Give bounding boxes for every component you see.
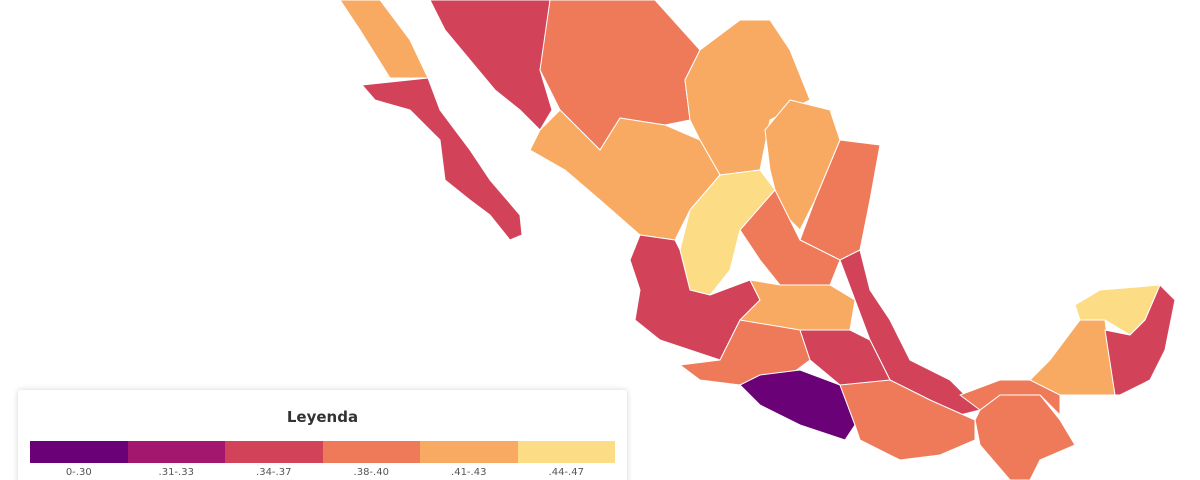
state (839, 379, 976, 461)
legend-swatch (420, 441, 518, 463)
legend-labels: 0-.30 .31-.33 .34-.37 .38-.40 .41-.43 .44-.47 (30, 467, 615, 478)
legend-label: .44-.47 (548, 467, 584, 478)
legend-label: .34-.37 (256, 467, 292, 478)
state (361, 77, 523, 241)
legend-swatch (225, 441, 323, 463)
legend-bar (30, 441, 615, 463)
legend-swatch (30, 441, 128, 463)
state (1104, 284, 1176, 396)
state (339, 0, 429, 79)
legend: Leyenda 0-.30 .31-.33 .34-.37 .38-.40 .41-.4… (18, 390, 627, 480)
legend-swatch (517, 441, 615, 463)
state (764, 99, 841, 231)
states (339, 0, 1176, 480)
legend-label: 0-.30 (65, 467, 92, 478)
state (1029, 319, 1116, 396)
legend-swatch (127, 441, 225, 463)
state (684, 19, 811, 176)
legend-swatch (322, 441, 420, 463)
legend-label: .31-.33 (158, 467, 194, 478)
legend-label: .38-.40 (353, 467, 389, 478)
state (429, 0, 553, 131)
state (679, 169, 776, 296)
legend-label: .41-.43 (451, 467, 487, 478)
state (959, 379, 1061, 416)
legend-title: Leyenda (286, 408, 359, 426)
